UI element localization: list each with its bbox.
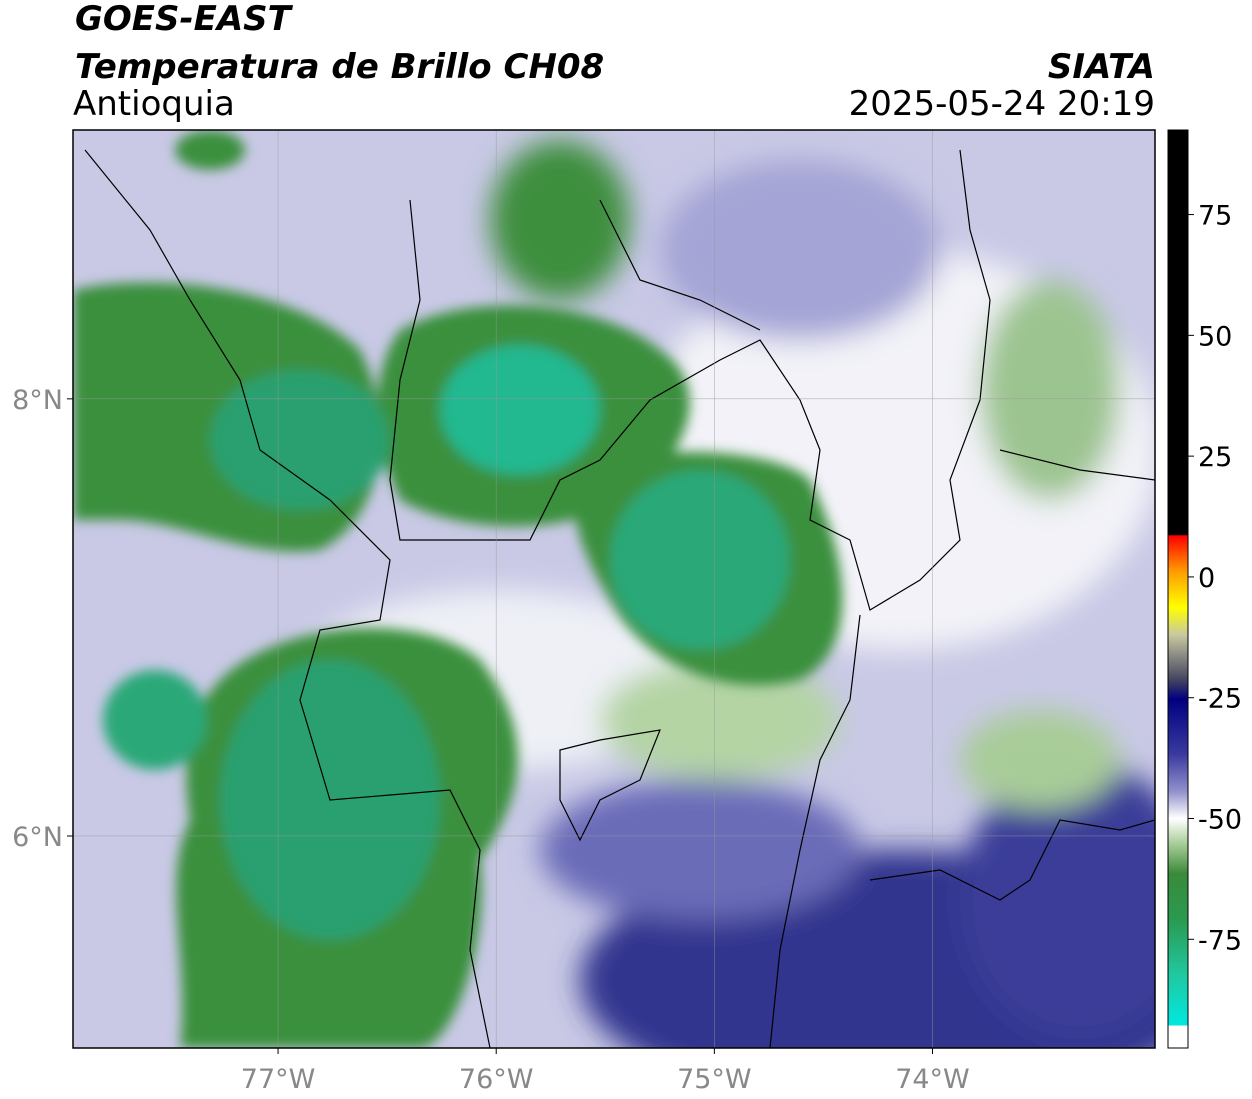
colorbar-tick-label: 50 (1198, 321, 1232, 352)
colorbar-tick-label: -25 (1198, 684, 1242, 715)
colorbar-tick-label: 0 (1198, 563, 1215, 594)
source: SIATA (1048, 47, 1155, 87)
region: Antioquia (73, 84, 235, 124)
y-tick-label: 6°N (12, 822, 63, 853)
grid (73, 130, 1155, 1048)
y-tick-label: 8°N (12, 385, 63, 416)
satellite-image (73, 130, 1155, 1048)
colorbar-tick-label: 25 (1198, 442, 1232, 473)
x-tick-label: 76°W (459, 1064, 534, 1095)
x-tick-label: 74°W (895, 1064, 970, 1095)
colorbar-tick-label: 75 (1198, 201, 1232, 232)
map-frame (72, 129, 1156, 1049)
x-tick-label: 77°W (241, 1064, 316, 1095)
title: GOES-EAST (75, 0, 294, 39)
colorbar (1167, 129, 1189, 1049)
subtitle: Temperatura de Brillo CH08 (75, 47, 604, 87)
colorbar-tick-label: -50 (1198, 805, 1242, 836)
colorbar-tick-label: -75 (1198, 925, 1242, 956)
x-tick-label: 75°W (677, 1064, 752, 1095)
datetime: 2025-05-24 20:19 (849, 84, 1155, 124)
